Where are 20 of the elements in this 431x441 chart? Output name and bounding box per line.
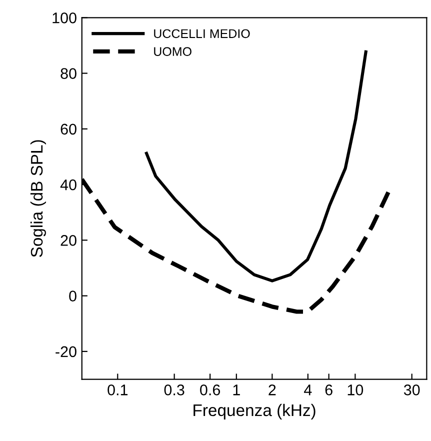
y-tick-label: 60 [60,124,76,135]
x-tick-label: 0.3 [164,384,184,396]
x-tick-label: 4 [304,384,312,396]
x-tick-label: 6 [325,384,332,396]
legend-label: UCCELLI MEDIO [154,29,250,38]
y-tick-label: 100 [52,12,76,24]
y-tick-label: -20 [56,346,76,358]
legend-label: UOMO [154,47,192,56]
x-tick-label: 30 [404,384,420,396]
y-tick-label: 0 [69,290,76,302]
y-tick-label: 80 [60,68,76,79]
x-tick-label: 10 [348,384,364,396]
y-tick-label: 40 [60,179,76,190]
x-axis-title: Frequenza (kHz) [194,404,316,420]
x-tick-label: 2 [268,384,276,396]
x-tick-label: 0.1 [108,384,128,396]
x-tick-label: 1 [233,384,240,396]
x-tick-label: 0.6 [200,384,220,396]
y-axis-title: Soglia (dB SPL) [30,140,46,257]
y-tick-label: 20 [60,235,76,246]
